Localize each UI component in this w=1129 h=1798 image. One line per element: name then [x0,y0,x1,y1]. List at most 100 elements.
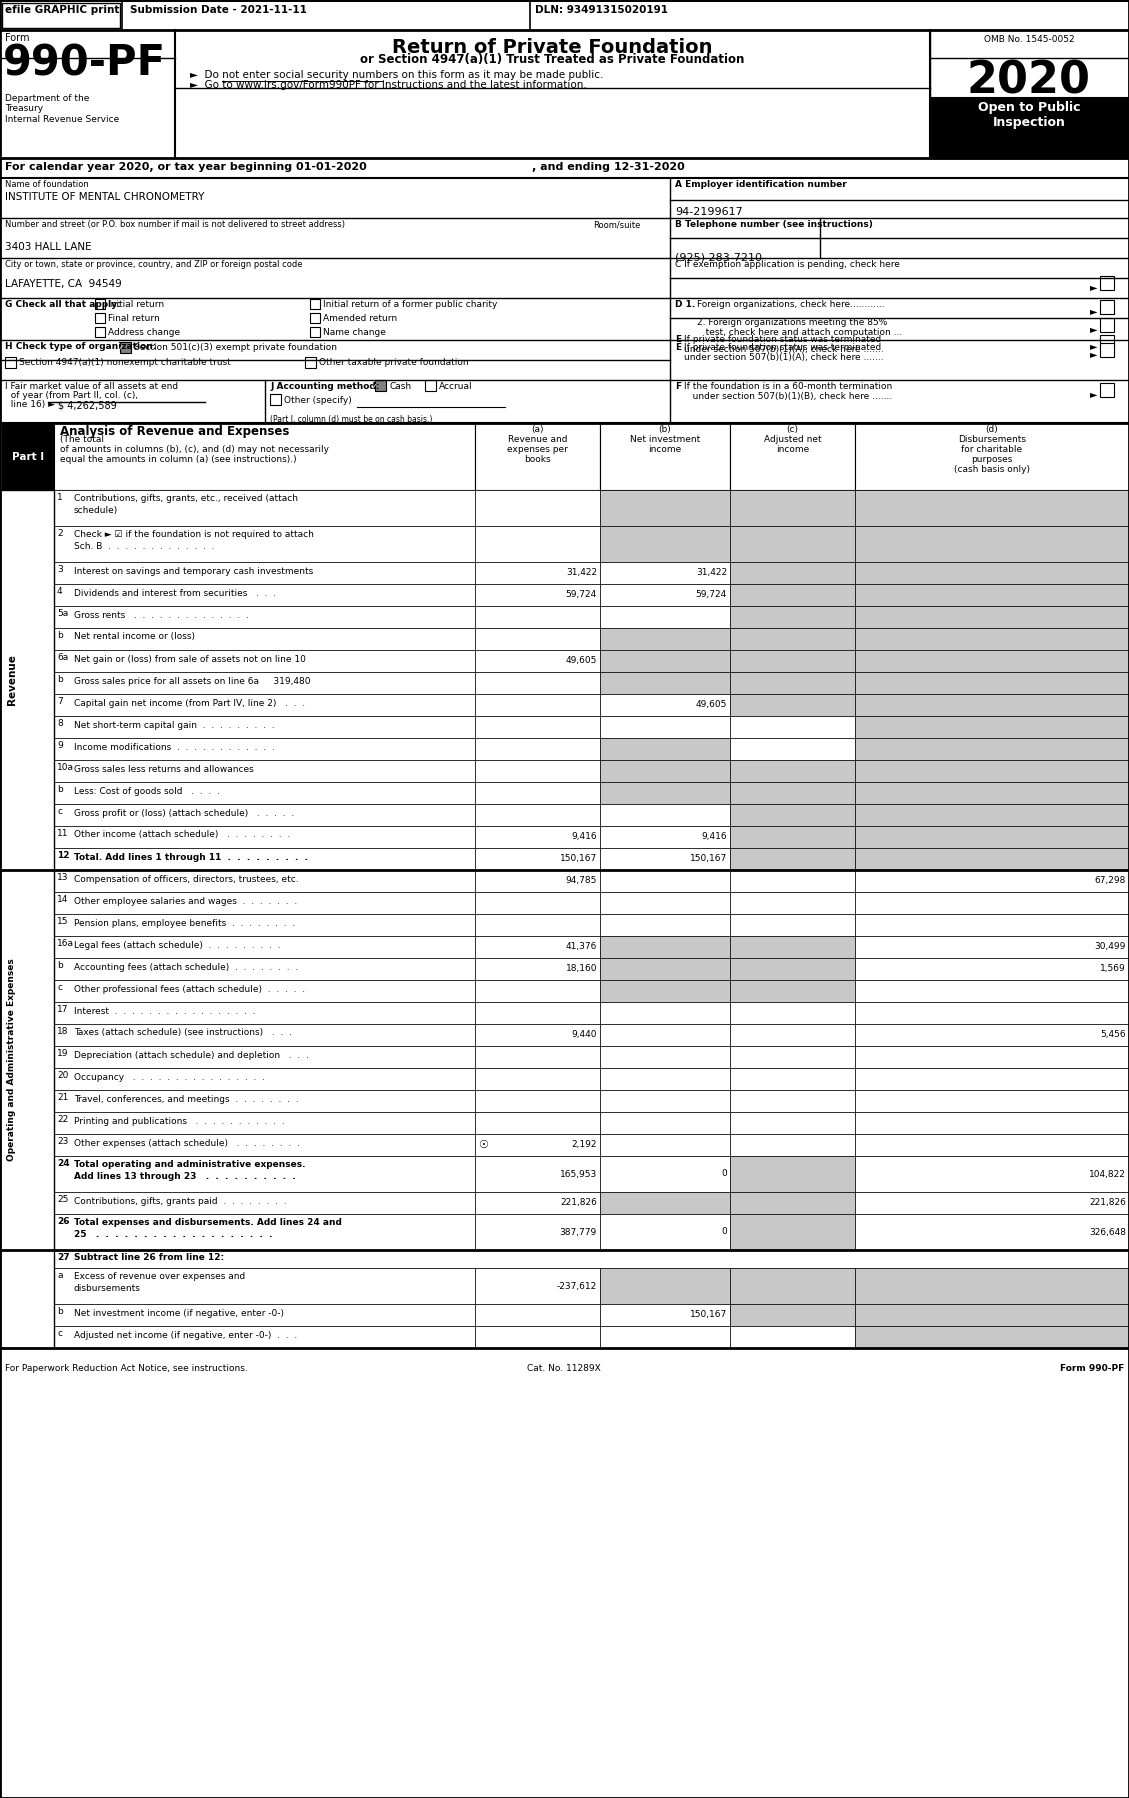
Text: 1: 1 [56,493,63,502]
Bar [54,980,475,1001]
Bar [375,379,386,390]
Bar [855,423,1129,491]
Text: For calendar year 2020, or tax year beginning 01-01-2020: For calendar year 2020, or tax year begi… [5,162,367,173]
Bar [730,1214,855,1250]
Text: 30,499: 30,499 [1095,942,1126,951]
Bar [855,804,1129,825]
Bar [54,584,475,606]
Text: Depreciation (attach schedule) and depletion   .  .  .: Depreciation (attach schedule) and deple… [75,1050,309,1059]
Text: 15: 15 [56,917,69,926]
Bar [599,606,730,628]
Text: Check ► ☑ if the foundation is not required to attach: Check ► ☑ if the foundation is not requi… [75,530,314,539]
Text: Room/suite: Room/suite [593,219,640,228]
Text: Operating and Administrative Expenses: Operating and Administrative Expenses [8,958,17,1162]
Bar [599,913,730,937]
Bar [475,1304,599,1325]
Text: 18: 18 [56,1027,69,1036]
Text: J Accounting method:: J Accounting method: [270,381,379,390]
Text: 41,376: 41,376 [566,942,597,951]
Bar [730,1304,855,1325]
Bar [855,980,1129,1001]
Text: Total. Add lines 1 through 11  .  .  .  .  .  .  .  .  .: Total. Add lines 1 through 11 . . . . . … [75,852,308,861]
Bar [310,313,320,324]
Text: Amended return: Amended return [323,315,397,324]
Bar [54,628,475,651]
Text: Other professional fees (attach schedule)  .  .  .  .  .: Other professional fees (attach schedule… [75,985,305,994]
Bar [54,1090,475,1111]
Text: INSTITUTE OF MENTAL CHRONOMETRY: INSTITUTE OF MENTAL CHRONOMETRY [5,192,204,201]
Bar [475,651,599,672]
Bar [730,1192,855,1214]
Text: 25   .  .  .  .  .  .  .  .  .  .  .  .  .  .  .  .  .  .  .: 25 . . . . . . . . . . . . . . . . . . . [75,1230,272,1239]
Text: 59,724: 59,724 [566,590,597,599]
Bar [855,694,1129,716]
Text: F: F [675,381,681,390]
Text: 4: 4 [56,586,62,595]
Text: c: c [56,1329,62,1338]
Text: If the foundation is in a 60-month termination: If the foundation is in a 60-month termi… [684,381,892,390]
Text: Travel, conferences, and meetings  .  .  .  .  .  .  .  .: Travel, conferences, and meetings . . . … [75,1095,299,1104]
Bar [475,958,599,980]
Text: equal the amounts in column (a) (see instructions).): equal the amounts in column (a) (see ins… [60,455,297,464]
Bar [2,423,54,491]
Text: b: b [56,631,63,640]
Text: under section 507(b)(1)(A), check here .......: under section 507(b)(1)(A), check here .… [684,345,884,354]
Text: Compensation of officers, directors, trustees, etc.: Compensation of officers, directors, tru… [75,874,299,883]
Text: ✓: ✓ [371,381,378,390]
Text: 2020: 2020 [968,59,1091,102]
Text: ►  Go to www.irs.gov/Form990PF for instructions and the latest information.: ► Go to www.irs.gov/Form990PF for instru… [190,79,587,90]
Bar [730,563,855,584]
Bar [599,804,730,825]
Bar [475,1156,599,1192]
Bar [730,937,855,958]
Text: Contributions, gifts, grants, etc., received (attach: Contributions, gifts, grants, etc., rece… [75,494,298,503]
Bar [599,1068,730,1090]
Bar [270,394,281,405]
Text: Contributions, gifts, grants paid  .  .  .  .  .  .  .  .: Contributions, gifts, grants paid . . . … [75,1196,287,1205]
Bar [54,672,475,694]
Bar [599,694,730,716]
Bar [599,491,730,527]
Text: or Section 4947(a)(1) Trust Treated as Private Foundation: or Section 4947(a)(1) Trust Treated as P… [360,52,744,67]
Text: 26: 26 [56,1217,70,1226]
Text: under section 507(b)(1)(B), check here .......: under section 507(b)(1)(B), check here .… [684,392,892,401]
Bar [475,849,599,870]
Text: b: b [56,1307,63,1316]
Text: (d): (d) [986,424,998,433]
Text: test, check here and attach computation ...: test, check here and attach computation … [697,327,902,336]
Text: Interest on savings and temporary cash investments: Interest on savings and temporary cash i… [75,566,313,575]
Bar [855,937,1129,958]
Text: b: b [56,960,63,969]
Text: 49,605: 49,605 [566,656,597,665]
Bar [599,1214,730,1250]
Bar [599,1001,730,1025]
Bar [730,849,855,870]
Text: 9,440: 9,440 [571,1030,597,1039]
Bar [730,584,855,606]
Bar [475,1325,599,1348]
Bar [599,1025,730,1046]
Bar [730,606,855,628]
Text: 9,416: 9,416 [571,832,597,841]
Bar [1100,318,1114,333]
Text: 9,416: 9,416 [701,832,727,841]
Bar [855,1111,1129,1135]
Bar [855,1135,1129,1156]
Text: 221,826: 221,826 [1089,1199,1126,1208]
Text: 25: 25 [56,1196,69,1205]
Text: income: income [776,444,809,455]
Bar [475,606,599,628]
Bar [599,737,730,761]
Text: Analysis of Revenue and Expenses: Analysis of Revenue and Expenses [60,424,289,439]
Text: (The total: (The total [60,435,104,444]
Bar [54,1192,475,1214]
Bar [475,1268,599,1304]
Bar [310,327,320,336]
Text: Net rental income or (loss): Net rental income or (loss) [75,633,195,642]
Text: 31,422: 31,422 [695,568,727,577]
Text: 990-PF: 990-PF [3,41,166,85]
Text: Foreign organizations, check here............: Foreign organizations, check here.......… [697,300,885,309]
Text: Total expenses and disbursements. Add lines 24 and: Total expenses and disbursements. Add li… [75,1217,342,1226]
Text: b: b [56,674,63,683]
Text: LAFAYETTE, CA  94549: LAFAYETTE, CA 94549 [5,279,122,289]
